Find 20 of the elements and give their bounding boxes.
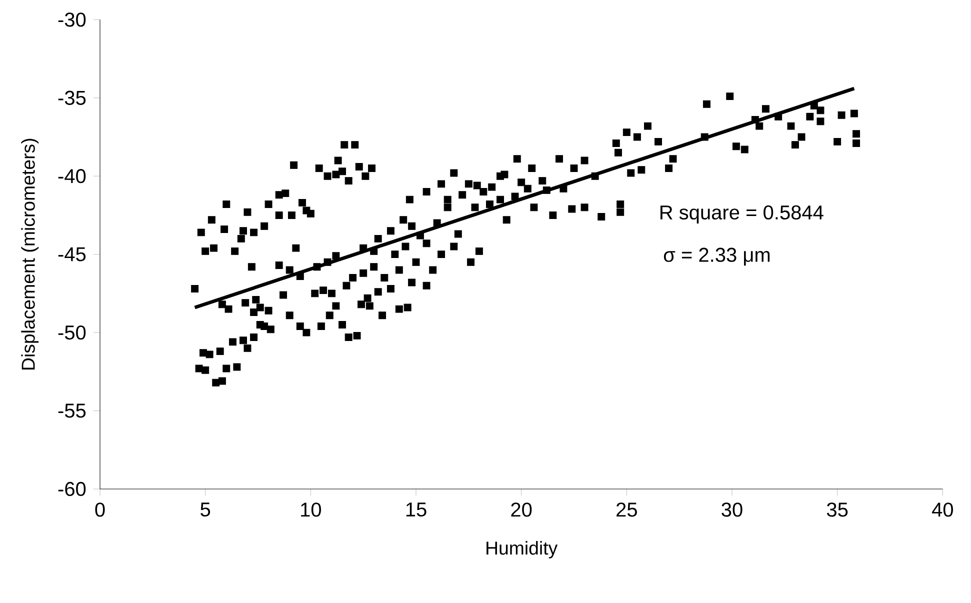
x-tick-label: 25 [616, 502, 637, 517]
y-tick-label: -40 [58, 169, 86, 184]
x-tick-label: 15 [406, 502, 426, 517]
x-tick-label: 35 [826, 502, 848, 517]
y-tick-label: -55 [58, 404, 86, 418]
y-tick-label: -30 [58, 12, 86, 27]
x-tick-label: 20 [511, 502, 532, 517]
x-tick-label: 0 [95, 502, 105, 517]
annotation: σ = 2.33 μm [664, 248, 770, 266]
x-tick-label: 40 [932, 502, 953, 517]
x-axis-title: Humidity [486, 541, 558, 558]
y-axis-title: Displacement (micrometers) [21, 138, 39, 370]
y-tick-label: -60 [58, 482, 86, 496]
y-tick-label: -45 [58, 247, 86, 262]
y-tick-label: -50 [58, 325, 86, 340]
x-tick-label: 10 [301, 502, 321, 517]
annotation: R square = 0.5844 [660, 205, 824, 224]
x-tick-label: 30 [722, 502, 742, 517]
x-tick-label: 5 [200, 502, 210, 517]
y-tick-label: -35 [58, 90, 86, 105]
